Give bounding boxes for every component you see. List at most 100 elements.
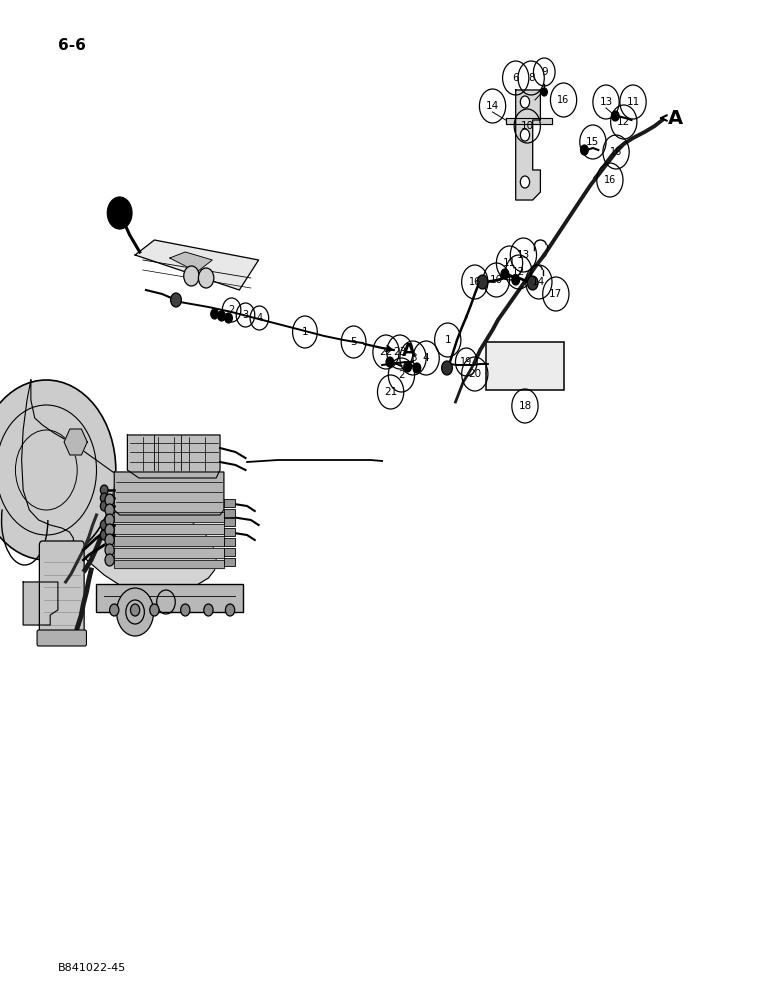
Text: 8: 8 [528,73,534,83]
Text: 10: 10 [520,121,534,131]
Text: 16: 16 [469,277,481,287]
FancyBboxPatch shape [224,548,235,556]
Circle shape [211,309,218,319]
Polygon shape [506,118,552,124]
Text: 17: 17 [549,289,563,299]
Circle shape [184,266,199,286]
Text: 3: 3 [410,353,416,363]
Circle shape [404,362,411,372]
Text: A: A [668,108,683,127]
Circle shape [198,268,214,288]
Circle shape [204,604,213,616]
Circle shape [110,604,119,616]
Circle shape [181,604,190,616]
Circle shape [130,604,140,616]
Circle shape [105,544,114,556]
FancyBboxPatch shape [486,342,564,390]
Polygon shape [516,90,540,200]
Text: 16: 16 [610,147,622,157]
Circle shape [501,269,509,279]
Circle shape [520,176,530,188]
Circle shape [100,530,108,540]
FancyBboxPatch shape [224,538,235,546]
Text: 14: 14 [486,101,499,111]
Polygon shape [64,429,87,455]
Text: 23: 23 [393,347,407,357]
FancyBboxPatch shape [224,509,235,517]
Text: 22: 22 [379,347,393,357]
Text: 10: 10 [489,275,503,285]
Text: 16: 16 [604,175,616,185]
Text: 5: 5 [350,337,357,347]
Circle shape [520,96,530,108]
Circle shape [0,380,116,560]
FancyBboxPatch shape [224,528,235,536]
Polygon shape [127,435,220,478]
Polygon shape [114,548,224,558]
Text: 14: 14 [532,277,546,287]
Text: 2: 2 [229,305,235,315]
Text: 19: 19 [460,357,472,367]
Circle shape [541,88,547,96]
Circle shape [105,534,114,546]
FancyBboxPatch shape [224,499,235,507]
Polygon shape [23,582,58,625]
Circle shape [225,313,232,323]
Circle shape [100,520,108,530]
FancyBboxPatch shape [96,584,243,612]
Polygon shape [22,380,216,592]
Text: 18: 18 [518,401,532,411]
FancyBboxPatch shape [37,630,86,646]
Polygon shape [114,472,224,515]
Circle shape [105,554,114,566]
Circle shape [225,604,235,616]
Text: 21: 21 [384,387,398,397]
Circle shape [527,276,538,290]
Circle shape [171,293,181,307]
Text: 13: 13 [599,97,613,107]
Circle shape [117,588,154,636]
Circle shape [581,145,588,155]
Text: 11: 11 [503,258,516,268]
Text: 4: 4 [256,313,262,323]
Circle shape [611,111,619,121]
Text: 11: 11 [626,97,640,107]
Circle shape [386,357,394,367]
Text: 20: 20 [468,369,482,379]
Text: A: A [402,342,416,360]
Circle shape [105,524,114,536]
Circle shape [218,311,225,321]
Circle shape [100,493,108,503]
Circle shape [442,361,452,375]
Circle shape [477,275,488,289]
Circle shape [105,494,114,506]
Circle shape [107,197,132,229]
Text: 12: 12 [617,117,631,127]
Text: 16: 16 [557,95,570,105]
Text: 12: 12 [512,267,526,277]
Circle shape [520,129,530,141]
Polygon shape [114,536,224,546]
Text: 1: 1 [445,335,451,345]
Circle shape [150,604,159,616]
Text: 9: 9 [541,67,547,77]
Polygon shape [170,252,212,272]
Text: B841022-45: B841022-45 [58,963,126,973]
Polygon shape [114,512,224,522]
Circle shape [413,363,421,373]
Circle shape [105,514,114,526]
FancyBboxPatch shape [224,518,235,526]
Circle shape [100,485,108,495]
Text: 13: 13 [516,250,530,260]
Polygon shape [114,560,224,568]
Text: 2: 2 [398,370,405,380]
Circle shape [100,501,108,511]
FancyBboxPatch shape [224,558,235,566]
Text: 6-6: 6-6 [58,37,86,52]
Text: 6: 6 [513,73,519,83]
Text: 4: 4 [423,353,429,363]
Polygon shape [135,240,259,290]
Circle shape [512,275,520,285]
Circle shape [105,504,114,516]
FancyBboxPatch shape [39,541,84,644]
